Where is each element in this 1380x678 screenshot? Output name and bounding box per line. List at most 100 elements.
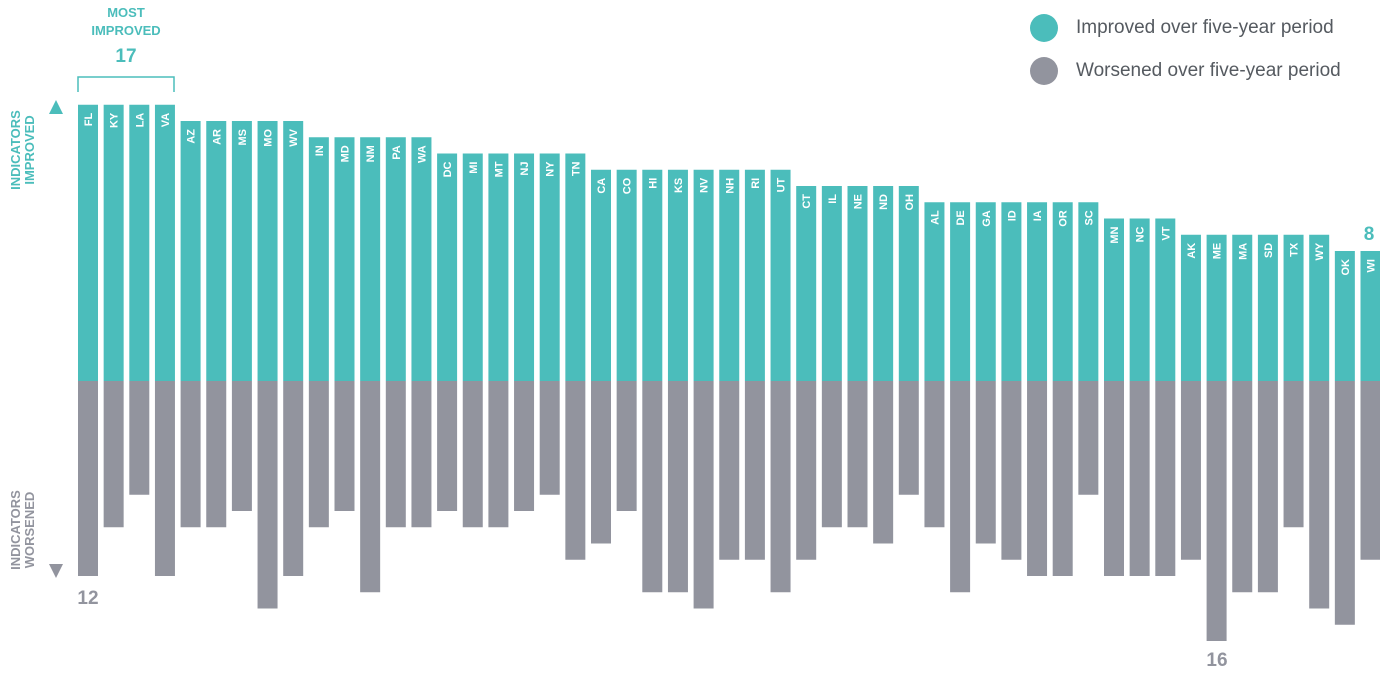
bar-worsened-mn	[1104, 381, 1124, 576]
bar-label-ak: AK	[1186, 243, 1198, 259]
bar-label-mt: MT	[493, 161, 505, 177]
bar-label-fl: FL	[83, 112, 95, 126]
bar-improved-mt	[488, 154, 508, 382]
bar-label-ok: OK	[1340, 259, 1352, 276]
axis-label-worsened: INDICATORSWORSENED	[8, 490, 37, 570]
bar-label-nv: NV	[699, 177, 711, 193]
bar-worsened-sd	[1258, 381, 1278, 592]
bar-label-nc: NC	[1135, 226, 1147, 242]
bar-worsened-az	[181, 381, 201, 527]
bar-improved-wa	[411, 137, 431, 381]
bar-improved-id	[1001, 202, 1021, 381]
most-improved-bracket	[78, 77, 174, 92]
bar-worsened-ga	[976, 381, 996, 544]
bar-improved-in	[309, 137, 329, 381]
bar-worsened-ak	[1181, 381, 1201, 560]
bar-improved-nm	[360, 137, 380, 381]
bar-improved-nj	[514, 154, 534, 382]
bar-label-sd: SD	[1263, 243, 1275, 258]
bar-label-ks: KS	[673, 178, 685, 193]
bar-worsened-me	[1207, 381, 1227, 641]
bar-label-ms: MS	[237, 129, 249, 146]
bar-improved-ga	[976, 202, 996, 381]
bar-improved-pa	[386, 137, 406, 381]
bar-worsened-ca	[591, 381, 611, 544]
bar-worsened-tn	[565, 381, 585, 560]
bar-improved-al	[924, 202, 944, 381]
bar-label-nh: NH	[724, 178, 736, 194]
axis-arrow-up-icon	[49, 100, 63, 114]
bar-label-il: IL	[827, 194, 839, 204]
bar-label-sc: SC	[1083, 210, 1095, 225]
bar-label-oh: OH	[904, 194, 916, 211]
bar-improved-la	[129, 105, 149, 381]
bar-worsened-dc	[437, 381, 457, 511]
bar-label-ga: GA	[981, 210, 993, 227]
bar-worsened-la	[129, 381, 149, 495]
bar-worsened-ut	[771, 381, 791, 592]
bar-improved-tn	[565, 154, 585, 382]
bar-improved-il	[822, 186, 842, 381]
bar-improved-ne	[848, 186, 868, 381]
bar-improved-de	[950, 202, 970, 381]
bar-label-me: ME	[1212, 243, 1224, 260]
bar-improved-co	[617, 170, 637, 381]
bar-worsened-mo	[258, 381, 278, 609]
bar-label-mn: MN	[1109, 226, 1121, 243]
bar-worsened-nm	[360, 381, 380, 592]
bar-label-al: AL	[929, 210, 941, 225]
bar-label-nd: ND	[878, 194, 890, 210]
axis-label-improved-line: INDICATORS	[8, 110, 23, 190]
bar-label-nm: NM	[365, 145, 377, 162]
bar-label-ar: AR	[211, 129, 223, 145]
legend-swatch-improved	[1030, 14, 1058, 42]
bar-worsened-ri	[745, 381, 765, 560]
bar-label-vt: VT	[1160, 226, 1172, 240]
legend: Improved over five-year period Worsened …	[1030, 14, 1341, 100]
bar-improved-nv	[694, 170, 714, 381]
right-improved-value: 8	[1364, 224, 1375, 245]
bar-worsened-ok	[1335, 381, 1355, 625]
bar-improved-nd	[873, 186, 893, 381]
bar-improved-ia	[1027, 202, 1047, 381]
bar-worsened-nh	[719, 381, 739, 560]
axis-arrow-down-icon	[49, 564, 63, 578]
bar-worsened-sc	[1078, 381, 1098, 495]
bar-worsened-vt	[1155, 381, 1175, 576]
bar-worsened-mi	[463, 381, 483, 527]
bar-improved-oh	[899, 186, 919, 381]
bar-label-dc: DC	[442, 161, 454, 177]
bar-improved-ms	[232, 121, 252, 381]
legend-item-improved: Improved over five-year period	[1030, 14, 1341, 42]
bar-worsened-nj	[514, 381, 534, 511]
axis-label-improved-line: IMPROVED	[22, 115, 37, 184]
bar-improved-mo	[258, 121, 278, 381]
bar-improved-dc	[437, 154, 457, 382]
bar-worsened-wa	[411, 381, 431, 527]
bar-worsened-nv	[694, 381, 714, 609]
bar-worsened-ms	[232, 381, 252, 511]
bar-worsened-ny	[540, 381, 560, 495]
bar-label-ky: KY	[109, 112, 121, 128]
bar-label-wy: WY	[1314, 242, 1326, 260]
bar-label-ma: MA	[1237, 243, 1249, 260]
bar-label-ny: NY	[545, 161, 557, 177]
bar-worsened-ks	[668, 381, 688, 592]
bar-worsened-wy	[1309, 381, 1329, 609]
legend-item-worsened: Worsened over five-year period	[1030, 57, 1341, 85]
bar-improved-ks	[668, 170, 688, 381]
bar-worsened-ar	[206, 381, 226, 527]
bar-improved-sc	[1078, 202, 1098, 381]
bar-label-ut: UT	[776, 177, 788, 192]
bar-worsened-pa	[386, 381, 406, 527]
bar-label-mi: MI	[468, 162, 480, 174]
bar-label-wv: WV	[288, 128, 300, 146]
legend-label-worsened: Worsened over five-year period	[1076, 60, 1341, 82]
axis-label-improved: INDICATORSIMPROVED	[8, 110, 37, 190]
bar-label-mo: MO	[263, 129, 275, 147]
bar-improved-ut	[771, 170, 791, 381]
bar-worsened-ne	[848, 381, 868, 527]
bar-label-ca: CA	[596, 178, 608, 194]
bar-label-hi: HI	[647, 178, 659, 189]
bar-worsened-wi	[1361, 381, 1380, 560]
